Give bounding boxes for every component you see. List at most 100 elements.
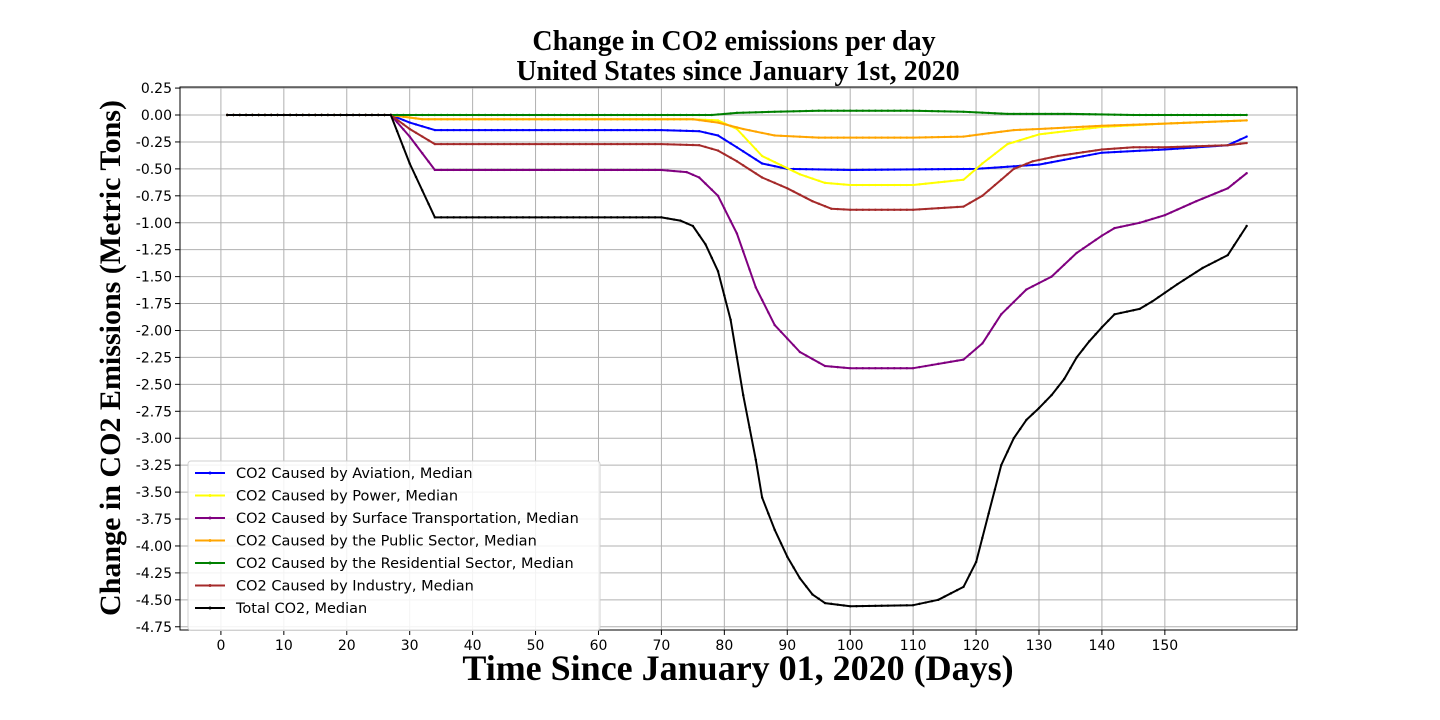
series-point: [1169, 287, 1173, 290]
series-point: [1151, 122, 1154, 126]
series-point: [773, 160, 776, 164]
series-point: [1062, 153, 1066, 157]
x-tick-label: 140: [1089, 638, 1116, 654]
series-point: [622, 113, 625, 117]
series-point: [867, 168, 871, 171]
series-point: [679, 113, 682, 117]
series-point: [962, 358, 965, 361]
series-point: [798, 577, 802, 580]
series-point: [446, 113, 449, 117]
series-point: [918, 136, 921, 139]
series-point: [911, 604, 915, 607]
series-point: [842, 208, 846, 211]
series-point: [647, 142, 651, 146]
series-point: [427, 118, 430, 121]
series-point: [1000, 178, 1003, 181]
series-point: [716, 121, 720, 124]
series-point: [1157, 215, 1160, 219]
series-point: [546, 142, 550, 146]
series-point: [962, 110, 965, 113]
legend: CO2 Caused by Aviation, Median CO2 Caused…: [187, 460, 601, 631]
series-point: [528, 128, 531, 132]
series-point: [1151, 146, 1154, 149]
series-point: [899, 366, 902, 370]
series-point: [697, 129, 701, 133]
series-point: [968, 352, 971, 356]
series-point: [760, 176, 764, 179]
series-point: [723, 207, 726, 210]
series-point: [697, 113, 701, 117]
series-point: [735, 111, 739, 115]
series-point: [421, 118, 424, 121]
series-point: [572, 118, 575, 121]
series-point: [836, 109, 839, 112]
series-point: [1012, 112, 1016, 116]
series-point: [1163, 148, 1167, 151]
legend-label: CO2 Caused by Power, Median: [236, 489, 458, 505]
series-point: [509, 168, 512, 172]
series-point: [546, 118, 550, 121]
series-point: [609, 118, 613, 121]
series-point: [232, 113, 235, 117]
series-point: [886, 183, 890, 187]
series-point: [1075, 112, 1078, 116]
series-point: [987, 332, 990, 335]
series-point: [968, 201, 971, 205]
series-point: [930, 109, 934, 113]
series-point: [1031, 285, 1034, 288]
series-point: [439, 142, 443, 146]
x-tick-label: 40: [464, 638, 482, 654]
series-point: [1031, 128, 1034, 131]
series-point: [439, 128, 443, 132]
x-tick-label: 120: [963, 638, 990, 654]
series-point: [1245, 135, 1248, 138]
series-point: [496, 128, 499, 132]
series-point: [1163, 146, 1167, 149]
series-point: [880, 366, 883, 370]
series-point: [704, 243, 707, 246]
series-point: [471, 168, 474, 172]
series-point: [842, 604, 846, 607]
series-point: [905, 168, 909, 171]
series-point: [572, 216, 575, 219]
series-point: [647, 168, 651, 172]
series-point: [635, 142, 638, 146]
series-point: [1107, 124, 1110, 127]
series-point: [484, 113, 487, 117]
series-point: [704, 119, 707, 123]
series-point: [1125, 113, 1129, 117]
series-point: [572, 168, 575, 172]
series-point: [1119, 113, 1122, 116]
series-point: [1018, 427, 1022, 431]
series-point: [465, 118, 468, 121]
series-point: [1000, 147, 1003, 151]
series-point: [987, 132, 990, 135]
series-point: [792, 167, 795, 171]
series-point: [458, 168, 462, 172]
series-point: [647, 118, 651, 121]
series-point: [691, 118, 695, 121]
series-point: [974, 167, 978, 171]
series-point: [955, 135, 959, 138]
series-point: [565, 113, 569, 117]
series-point: [590, 113, 594, 117]
series-point: [804, 168, 808, 171]
y-tick-label: -2.25: [136, 350, 172, 366]
series-point: [452, 128, 455, 132]
series-point: [1138, 113, 1141, 117]
series-point: [754, 111, 758, 114]
series-point: [1088, 340, 1091, 343]
series-point: [1075, 356, 1078, 359]
x-tick-label: 30: [401, 638, 419, 654]
legend-label: CO2 Caused by Industry, Median: [236, 579, 474, 595]
series-point: [1132, 222, 1135, 226]
series-point: [849, 605, 852, 608]
series-point: [1232, 182, 1236, 185]
series-point: [635, 128, 638, 132]
series-point: [484, 168, 487, 172]
series-point: [899, 183, 902, 187]
series-point: [502, 128, 506, 132]
series-point: [496, 118, 499, 121]
series-point: [899, 168, 902, 171]
series-point: [1012, 140, 1016, 144]
